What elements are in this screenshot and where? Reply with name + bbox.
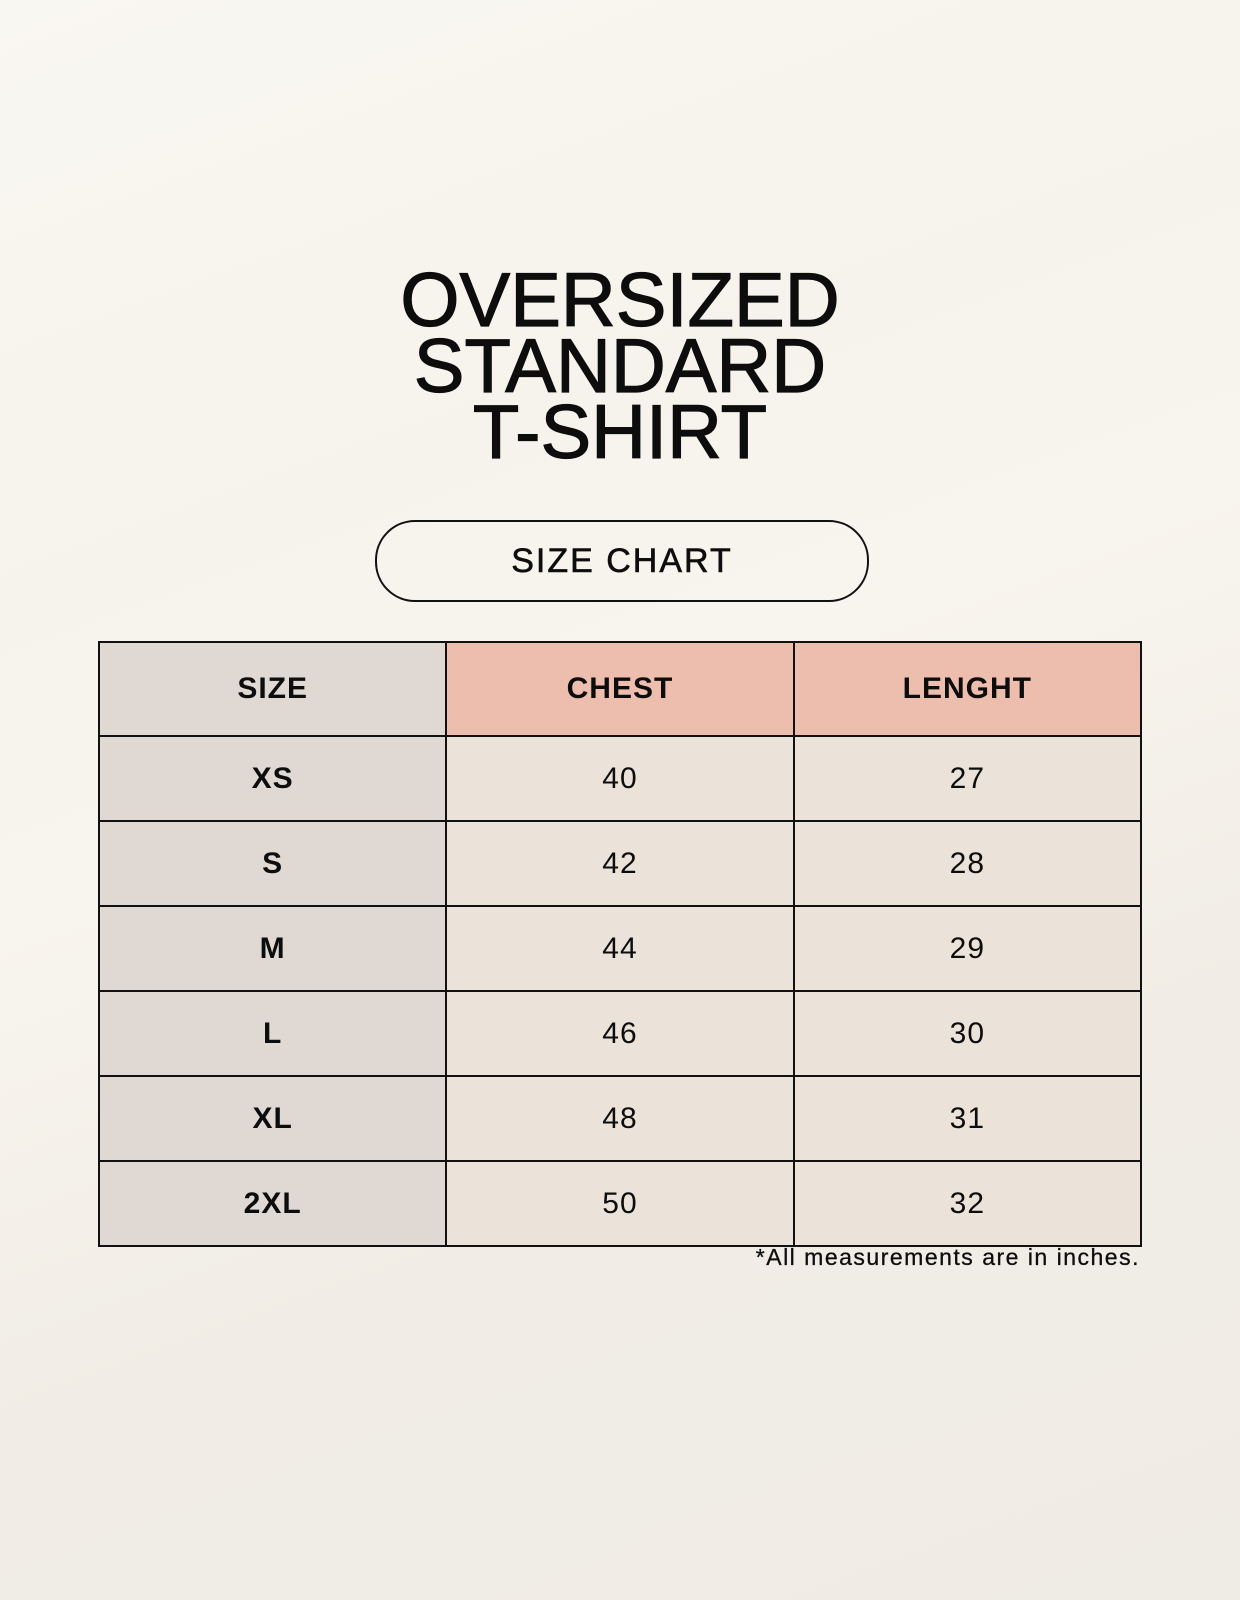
footnote: *All measurements are in inches.: [755, 1244, 1140, 1270]
table-row: L 46 30: [97, 990, 1143, 1077]
size-cell: L: [97, 990, 448, 1077]
chest-cell: 44: [445, 905, 795, 992]
size-cell: S: [97, 820, 448, 907]
size-cell: XL: [97, 1075, 448, 1162]
header-size: SIZE: [97, 641, 448, 737]
length-cell: 32: [792, 1160, 1143, 1247]
size-cell: XS: [97, 735, 448, 822]
page-title: OVERSIZED STANDARD T-SHIRT: [0, 258, 1240, 475]
size-cell: 2XL: [97, 1160, 448, 1247]
chest-cell: 46: [445, 990, 795, 1077]
table-row: M 44 29: [97, 905, 1143, 992]
length-cell: 31: [792, 1075, 1143, 1162]
size-table: SIZE CHEST LENGHT XS 40 27 S 42 28 M 44 29 L 46 30 X…: [97, 641, 1143, 1247]
table-row: XS 40 27: [97, 735, 1143, 822]
length-cell: 27: [792, 735, 1143, 822]
length-cell: 28: [792, 820, 1143, 907]
table-row: XL 48 31: [97, 1075, 1143, 1162]
length-cell: 29: [792, 905, 1143, 992]
header-chest: CHEST: [445, 641, 795, 737]
header-length: LENGHT: [792, 641, 1143, 737]
size-cell: M: [97, 905, 448, 992]
chest-cell: 48: [445, 1075, 795, 1162]
title-line: T-SHIRT: [472, 390, 768, 475]
chest-cell: 40: [445, 735, 795, 822]
size-chart-badge: SIZE CHART: [375, 520, 869, 602]
chest-cell: 50: [445, 1160, 795, 1247]
title-line: STANDARD: [413, 324, 827, 409]
title-line: OVERSIZED: [400, 258, 840, 343]
table-row: 2XL 50 32: [97, 1160, 1143, 1247]
table-header-row: SIZE CHEST LENGHT: [97, 641, 1143, 737]
chest-cell: 42: [445, 820, 795, 907]
length-cell: 30: [792, 990, 1143, 1077]
table-row: S 42 28: [97, 820, 1143, 907]
